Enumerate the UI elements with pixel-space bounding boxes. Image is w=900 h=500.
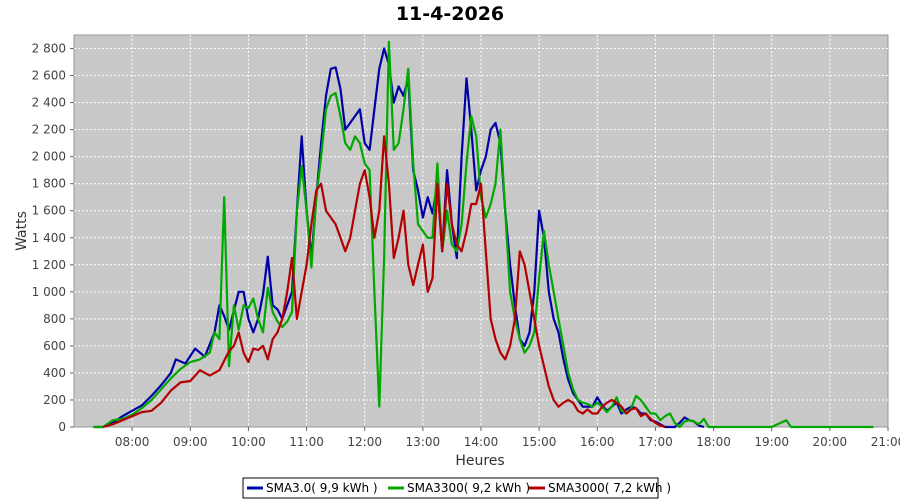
y-tick-label: 1 400 (32, 231, 66, 245)
y-axis-title: Watts (14, 211, 30, 251)
y-tick-label: 400 (43, 366, 66, 380)
x-tick-label: 17:00 (638, 435, 673, 449)
y-tick-label: 2 600 (32, 69, 66, 83)
y-tick-label: 600 (43, 339, 66, 353)
x-tick-label: 14:00 (464, 435, 499, 449)
y-tick-label: 2 000 (32, 150, 66, 164)
x-tick-label: 13:00 (406, 435, 441, 449)
x-tick-label: 20:00 (813, 435, 848, 449)
y-tick-label: 2 800 (32, 42, 66, 56)
x-tick-label: 21:00 (871, 435, 900, 449)
legend-label: SMA3300( 9,2 kWh ) (407, 481, 530, 495)
y-tick-label: 2 200 (32, 123, 66, 137)
legend-box (242, 477, 659, 499)
x-tick-label: 09:00 (173, 435, 208, 449)
grid-lines (74, 35, 888, 427)
x-tick-label: 18:00 (696, 435, 731, 449)
legend-label: SMA3.0( 9,9 kWh ) (266, 481, 378, 495)
x-tick-label: 10:00 (231, 435, 266, 449)
y-tick-label: 1 600 (32, 204, 66, 218)
x-tick-label: 08:00 (115, 435, 150, 449)
x-axis-title: Heures (455, 453, 504, 469)
legend-label: SMA3000( 7,2 kWh ) (548, 481, 671, 495)
x-tick-label: 16:00 (580, 435, 615, 449)
y-tick-label: 1 800 (32, 177, 66, 191)
series-lines (93, 40, 874, 429)
legend: SMA3.0( 9,9 kWh ) SMA3300( 9,2 kWh ) SMA30… (242, 477, 671, 499)
axes: 0 200 400 600 800 1 000 1 200 1 400 1 600 1 800 2 … (32, 42, 900, 449)
y-tick-label: 1 200 (32, 258, 66, 272)
x-tick-label: 12:00 (347, 435, 382, 449)
y-tick-label: 2 400 (32, 96, 66, 110)
x-tick-label: 19:00 (754, 435, 789, 449)
y-tick-label: 200 (43, 393, 66, 407)
y-tick-label: 0 (58, 420, 66, 434)
x-tick-label: 11:00 (289, 435, 324, 449)
y-tick-label: 1 000 (32, 285, 66, 299)
x-tick-label: 15:00 (522, 435, 557, 449)
chart-title: 11-4-2026 (396, 3, 504, 25)
y-tick-label: 800 (43, 312, 66, 326)
series-line-1 (93, 40, 874, 429)
series-line-2 (102, 135, 666, 429)
